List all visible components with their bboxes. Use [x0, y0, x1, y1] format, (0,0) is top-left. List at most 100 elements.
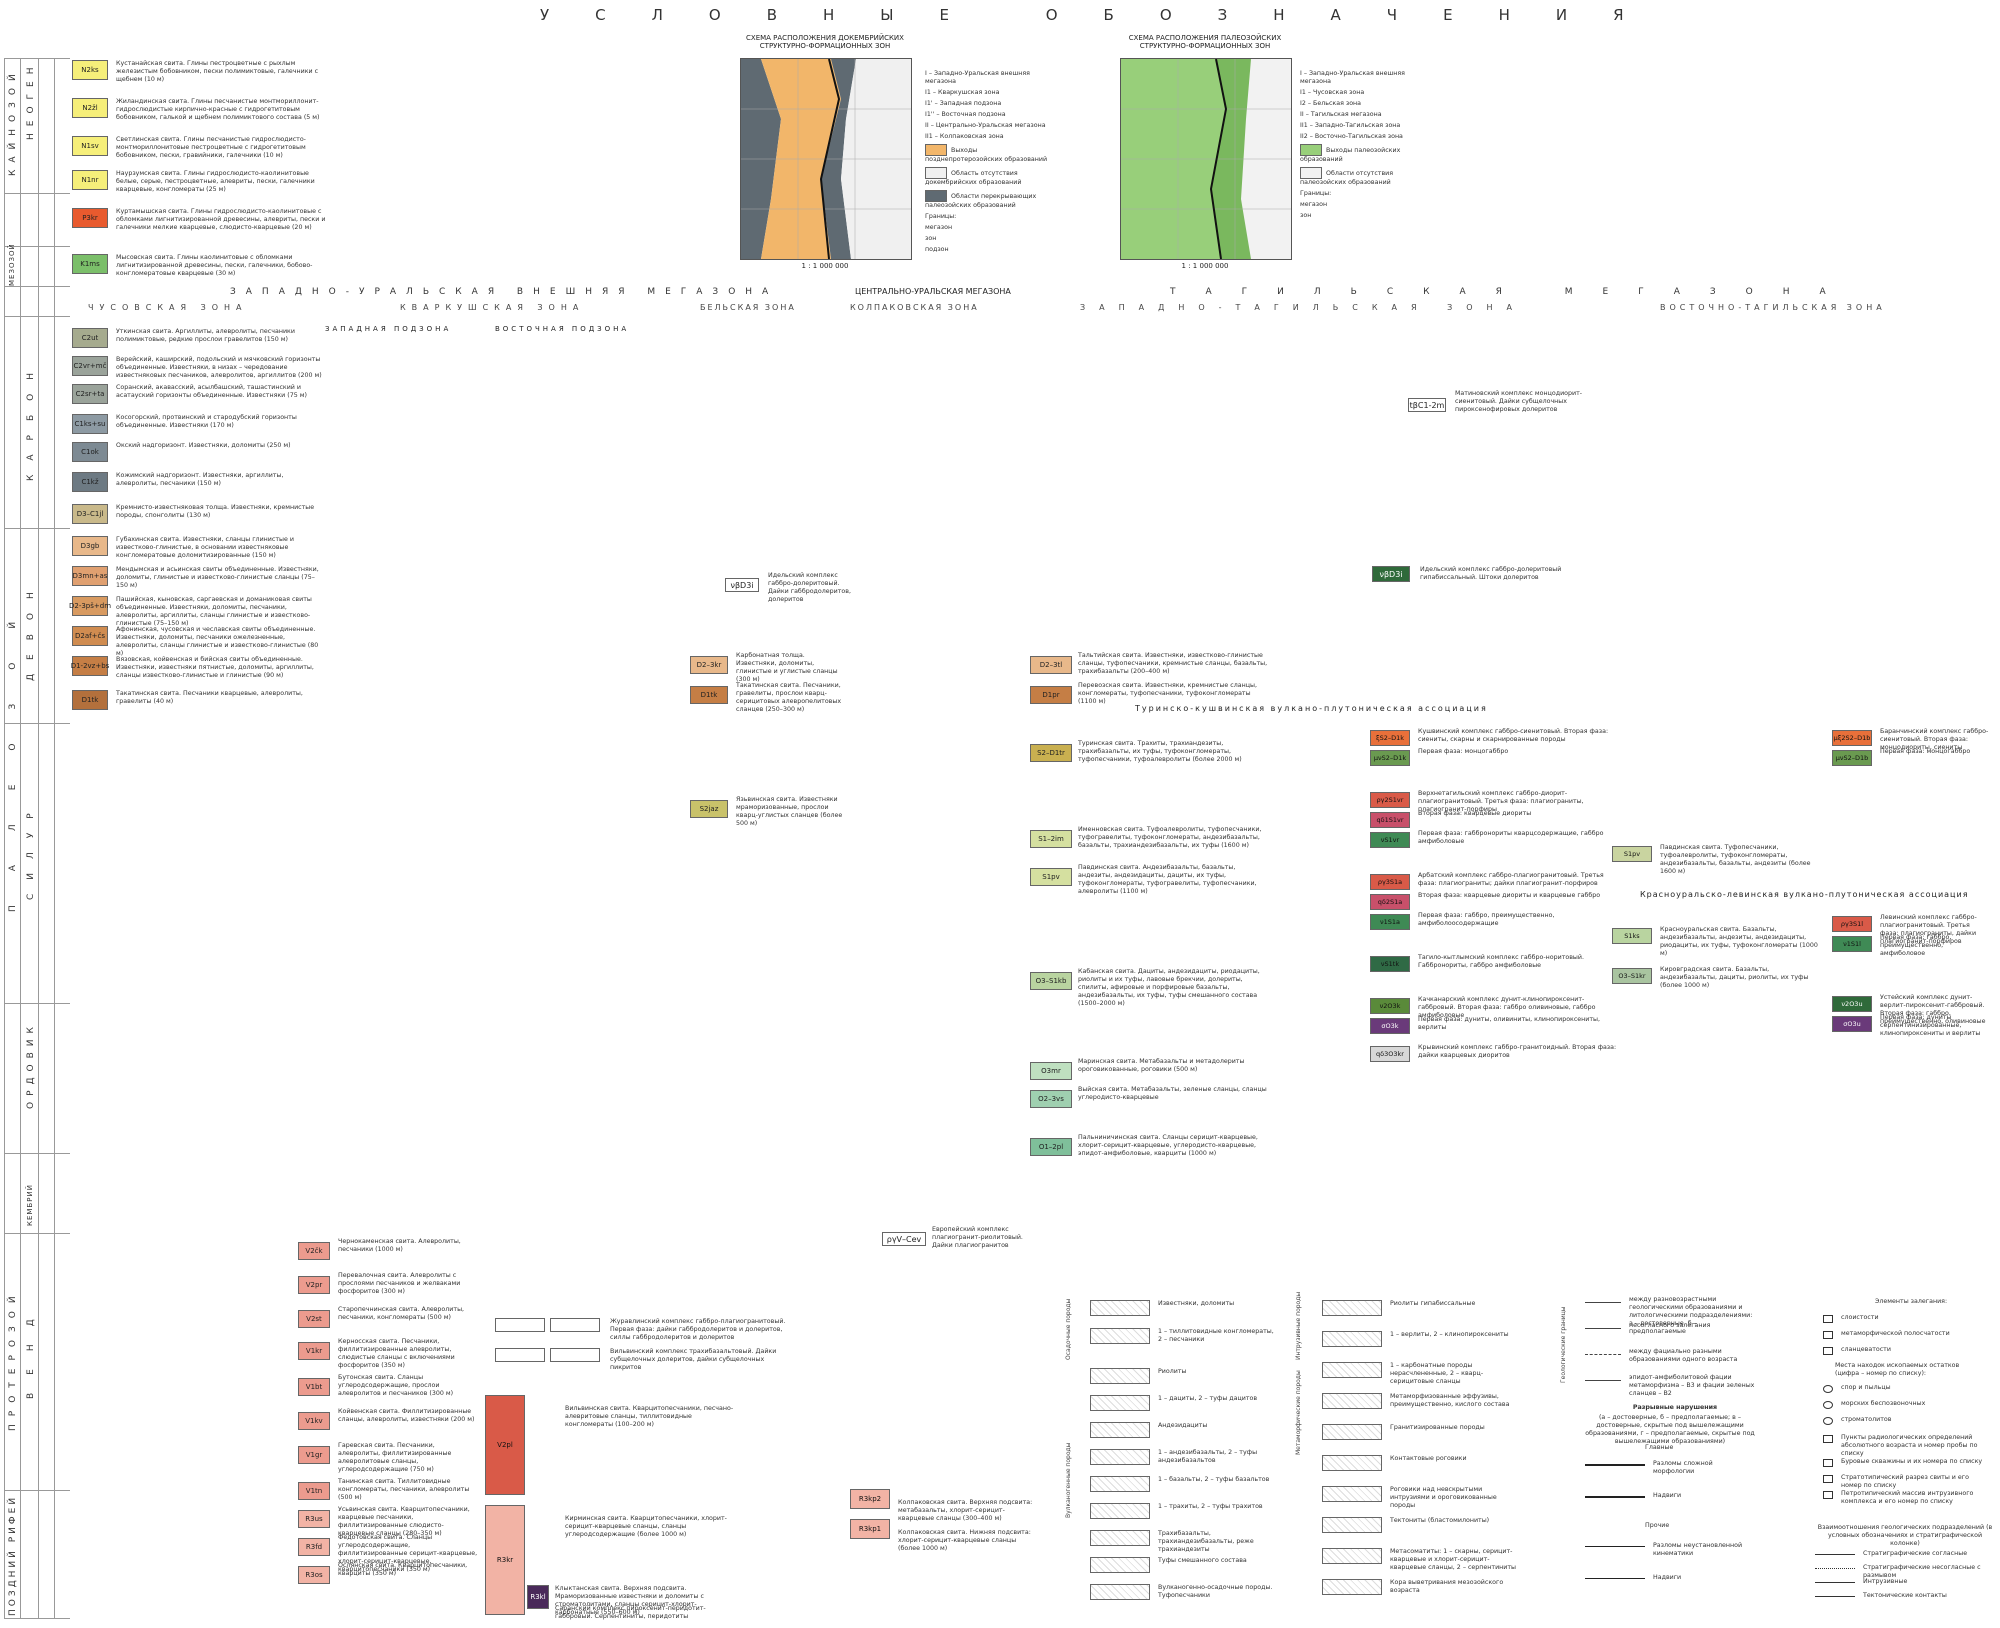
etagil-code: S1ks: [1612, 928, 1652, 944]
wtagil-desc: Павдинская свита. Андезибазальты, базаль…: [1078, 864, 1257, 895]
wtagil-code: O2–3vs: [1030, 1090, 1072, 1108]
kvarkush-desc: Кирминская свита. Кварцитопесчаники, хло…: [565, 1515, 727, 1538]
complex-desc: Тагило-кытлымский комплекс габбро-норито…: [1418, 954, 1584, 969]
legend-text: I – Западно-Уральская внешняя мегазона: [925, 70, 1030, 85]
etagil-code: μξ2S2–D1b: [1832, 730, 1872, 746]
kvarkush-code: R3kl: [527, 1585, 549, 1609]
pattern-swatch: [1322, 1579, 1382, 1595]
unit-desc: Окский надгоризонт. Известняки, доломиты…: [116, 442, 291, 449]
wtagil-desc: Пальниничинская свита. Сланцы серицит-кв…: [1078, 1134, 1258, 1157]
etagil-desc: Первая фаза: монцогаббро: [1880, 748, 1971, 755]
unit-desc: Кремнисто-известняковая толща. Известняк…: [116, 504, 315, 519]
legend-item: мегазон: [1300, 201, 1430, 209]
etagil-code: ργ3S1l: [1832, 916, 1872, 932]
vendian-desc: Бутонская свита. Сланцы углеродсодержащи…: [338, 1374, 454, 1397]
legend-text: I – Западно-Уральская внешняя мегазона: [1300, 70, 1405, 85]
element-symbol: [1823, 1331, 1833, 1339]
complex-code: ν2O3k: [1370, 998, 1410, 1014]
wtagil-code: D1pr: [1030, 686, 1072, 704]
element-symbol: [1823, 1315, 1833, 1323]
element-desc: слоистости: [1841, 1314, 1879, 1321]
pattern-desc: Вулканогенно-осадочные породы. Туфопесча…: [1158, 1584, 1273, 1599]
unit-desc: Уткинская свита. Аргиллиты, алевролиты, …: [116, 328, 295, 343]
element-desc: морских беспозвоночных: [1841, 1400, 1926, 1407]
kvarkush-intrusive-desc: Журавлинский комплекс габбро-плагиограни…: [610, 1318, 786, 1341]
intrusive-box: [495, 1318, 545, 1332]
pattern-desc: 1 – тиллитовидные конгломераты, 2 – песч…: [1158, 1328, 1274, 1343]
bound-line: [1585, 1380, 1621, 1381]
unit-desc: Жиландинская свита. Глины песчанистые мо…: [116, 98, 320, 121]
page-title: УСЛОВНЫЕ ОБОЗНАЧЕНИЯ: [540, 6, 1670, 24]
unit-code: D3gb: [72, 536, 108, 556]
etagil-desc: Первая фаза: габбро, преимущественно, ам…: [1880, 934, 1952, 957]
wtagil-desc: Туринская свита. Трахиты, трахиандезиты,…: [1078, 740, 1242, 763]
period-carboniferous: КАРБОН: [26, 359, 36, 481]
pattern-desc: Роговики над невскрытыми интрузиями и ор…: [1390, 1486, 1497, 1509]
kvarkush-desc: Клыктанская свита. Верхняя подсвита. Мра…: [555, 1585, 704, 1616]
complex-code: ν1S1a: [1370, 914, 1410, 930]
legend-text: I1'' – Восточная подзона: [925, 111, 1006, 118]
relation-line: [1815, 1582, 1855, 1583]
complex-desc: Верхнетагильский комплекс габбро-диорит-…: [1418, 790, 1584, 813]
pattern-desc: 1 – андезибазальты, 2 – туфы андезибазал…: [1158, 1449, 1258, 1464]
legend-text: I2 – Бельская зона: [1300, 100, 1362, 107]
pattern-desc: Метаморфизованные эффузивы, преимуществе…: [1390, 1393, 1510, 1408]
complex-code: νS1vr: [1370, 832, 1410, 848]
fault-line: [1585, 1546, 1645, 1547]
legend-item: I1' – Западная подзона: [925, 100, 1055, 108]
legend-item: Области перекрывающих палеозойских образ…: [925, 190, 1055, 210]
pattern-swatch: [1090, 1395, 1150, 1411]
pattern-desc: Риолиты: [1158, 1368, 1187, 1375]
unit-code: D3mn+as: [72, 566, 108, 586]
legend-text: подзон: [925, 246, 949, 253]
west-tagil-complexes: ξS2–D1k Кушвинский комплекс габбро-сиенит…: [1370, 716, 1620, 1062]
pattern-swatch: [1090, 1328, 1150, 1344]
pattern-desc: Трахибазальты, трахиандезибазальты, реже…: [1158, 1530, 1254, 1553]
wtagil-desc: Маринская свита. Метабазальты и метадоле…: [1078, 1058, 1245, 1073]
faults-main: Главные: [1645, 1444, 1674, 1451]
unit-desc: Афонинская, чусовская и чеславская свиты…: [116, 626, 319, 657]
legend-text: Области отсутствия палеозойских образова…: [1300, 170, 1394, 186]
legend-item: II1 – Колпаковская зона: [925, 133, 1055, 141]
kvarkush-intrusive-desc: Вильвинский комплекс трахибазальтовый. Д…: [610, 1348, 777, 1371]
bound-line: [1585, 1354, 1621, 1355]
complex-desc: Крывинский комплекс габбро-гранитоидный.…: [1418, 1044, 1617, 1059]
etagil-code: S1pv: [1612, 846, 1652, 862]
unit-code: D3–C1jl: [72, 504, 108, 524]
element-symbol: [1823, 1491, 1833, 1499]
element-desc: Стратотипический разрез свиты и его номе…: [1841, 1474, 1969, 1489]
pattern-desc: Гранитизированные породы: [1390, 1424, 1485, 1431]
vendian-code: V2pr: [298, 1276, 330, 1294]
bound-line: [1585, 1302, 1621, 1303]
unit-code: D2-3pš+dm: [69, 596, 111, 616]
period-vendian: ВЕНД: [26, 1301, 36, 1399]
element-symbol: [1823, 1417, 1833, 1425]
complex-desc: Первая фаза: габбро, преимущественно, ам…: [1418, 912, 1555, 927]
element-symbol: [1823, 1401, 1833, 1409]
bound-desc: несогласного залегания: [1629, 1322, 1711, 1329]
elements-legend: Элементы залегания: слоистости метаморфиче…: [1815, 1298, 1995, 1618]
period-ordovician: ОРДОВИК: [26, 1021, 36, 1109]
era-paleozoic: ПАЛЕОЗОЙ: [8, 587, 18, 913]
pattern-swatch: [1322, 1300, 1382, 1316]
scheme2-map-svg: [1121, 59, 1291, 259]
complex-desc: Вторая фаза: кварцевые диориты и кварцев…: [1418, 892, 1601, 899]
element-desc: Буровые скважины и их номера по списку: [1841, 1458, 1983, 1465]
unit-code: K1ms: [72, 254, 108, 274]
pattern-swatch: [1090, 1422, 1150, 1438]
relation-line: [1815, 1596, 1855, 1597]
fault-desc: Разломы сложной морфологии: [1653, 1460, 1713, 1475]
legend-text: Границы:: [1300, 190, 1332, 197]
unit-code: C2ut: [72, 328, 108, 348]
vendian-code: V1gr: [298, 1446, 330, 1464]
header-tagil-megazone: ТАГИЛЬСКАЯ МЕГАЗОНА: [1170, 287, 1856, 297]
complex-code: qδ2S1a: [1370, 894, 1410, 910]
pattern-swatch: [1090, 1300, 1150, 1316]
legend-item: II – Центрально-Уральская мегазона: [925, 122, 1055, 130]
legend-text: Области перекрывающих палеозойских образ…: [925, 193, 1037, 209]
kvarkush-units: V2pl Вильвинская свита. Кварцитопесчаники…: [485, 1395, 1032, 1620]
legend-text: мегазон: [1300, 201, 1328, 208]
unit-code: D1tk: [72, 690, 108, 710]
belsk-code: D1tk: [690, 686, 728, 704]
pattern-swatch: [1322, 1486, 1382, 1502]
